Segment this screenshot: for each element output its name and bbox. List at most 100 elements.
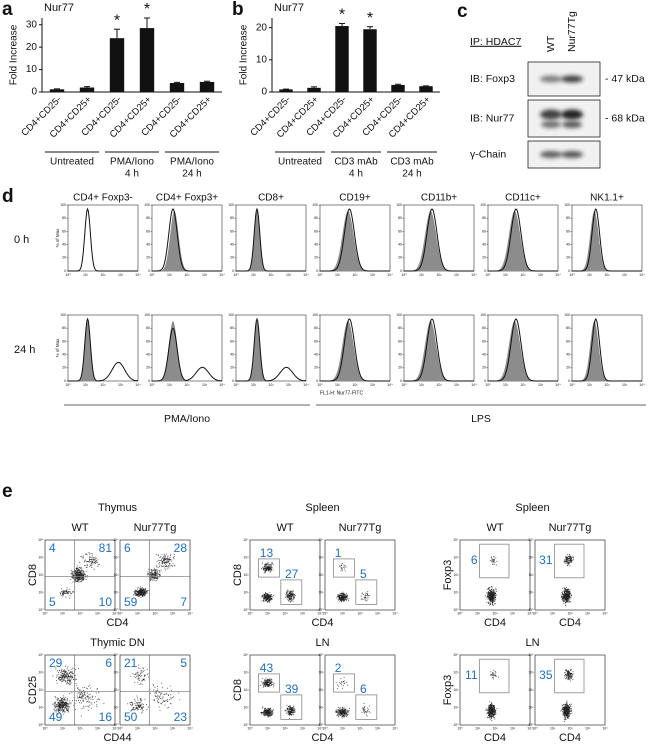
event-dot <box>563 602 565 604</box>
event-dot <box>347 684 349 686</box>
event-dot <box>80 576 83 578</box>
event-dot <box>492 604 494 607</box>
event-dot <box>264 592 266 594</box>
y-tick-label: 10² <box>113 573 119 577</box>
event-dot <box>79 567 81 569</box>
event-dot <box>496 560 498 562</box>
hist-x-tick-label: 10² <box>520 383 526 387</box>
event-dot <box>88 561 90 563</box>
hist-x-tick-label: 10³ <box>286 273 292 277</box>
hist-y-tick-label: 80 <box>566 326 570 330</box>
hist-x-tick-label: 10¹ <box>167 383 173 387</box>
event-dot <box>270 599 272 602</box>
event-dot <box>164 558 166 560</box>
event-dot <box>66 672 68 674</box>
event-dot <box>338 682 341 684</box>
event-dot <box>365 714 367 716</box>
event-dot <box>364 594 366 596</box>
event-dot <box>343 564 345 566</box>
event-dot <box>69 681 71 683</box>
event-dot <box>58 678 60 680</box>
event-dot <box>490 602 492 604</box>
event-dot <box>346 681 348 683</box>
event-dot <box>62 671 64 673</box>
event-dot <box>61 671 63 673</box>
event-dot <box>92 553 94 555</box>
event-dot <box>63 709 65 711</box>
event-dot <box>344 714 346 716</box>
x-tick-label: 10³ <box>170 726 176 730</box>
event-dot <box>157 554 160 556</box>
event-dot <box>133 676 135 678</box>
event-dot <box>493 595 495 597</box>
event-dot <box>159 557 161 559</box>
event-dot <box>367 591 369 593</box>
event-dot <box>495 671 497 673</box>
event-dot <box>263 569 265 571</box>
event-dot <box>343 715 345 717</box>
x-tick-label: 10⁴ <box>112 611 118 615</box>
row-label: IB: Nur77 <box>470 112 515 124</box>
sample-label: WT <box>71 522 88 534</box>
event-dot <box>62 679 64 681</box>
event-dot <box>164 693 166 695</box>
event-dot <box>266 683 268 686</box>
event-dot <box>343 596 345 598</box>
sample-label: Nur77Tg <box>134 522 177 534</box>
hist-filled <box>488 321 558 381</box>
event-dot <box>569 553 571 556</box>
x-axis-label: CD44 <box>103 732 131 744</box>
hist-y-tick-label: 60 <box>146 229 150 233</box>
hist-line <box>152 327 223 382</box>
event-dot <box>156 566 158 568</box>
event-dot <box>269 709 271 712</box>
event-dot <box>341 563 343 565</box>
gate <box>280 579 303 605</box>
event-dot <box>65 681 67 683</box>
event-dot <box>150 578 152 580</box>
event-dot <box>162 565 164 567</box>
event-dot <box>489 707 491 710</box>
event-dot <box>69 703 71 705</box>
x-axis-label: CD4 <box>106 617 128 629</box>
y-tick-label: 10¹ <box>113 590 119 594</box>
event-dot <box>150 569 152 571</box>
event-dot <box>489 591 491 594</box>
event-dot <box>567 564 569 567</box>
event-dot <box>271 711 273 713</box>
event-dot <box>562 590 564 592</box>
event-dot <box>65 676 67 678</box>
event-dot <box>564 599 566 601</box>
event-dot <box>135 673 137 675</box>
event-dot <box>79 578 82 580</box>
event-dot <box>290 713 292 715</box>
x-tick-label: 10² <box>152 726 158 730</box>
event-dot <box>346 712 348 714</box>
event-dot <box>288 598 291 601</box>
event-dot <box>565 604 567 606</box>
event-dot <box>61 590 63 593</box>
event-dot <box>261 567 263 569</box>
y-tick-label: 10⁴ <box>38 538 44 542</box>
hist-x-tick-label: 10⁰ <box>65 273 71 277</box>
hist-line <box>572 318 642 382</box>
event-dot <box>338 709 340 711</box>
hist-filled <box>152 321 222 381</box>
event-dot <box>62 702 64 704</box>
event-dot <box>363 707 365 709</box>
event-dot <box>171 560 173 562</box>
event-dot <box>154 695 156 697</box>
event-dot <box>161 698 163 700</box>
event-dot <box>78 578 80 580</box>
event-dot <box>495 592 497 594</box>
event-dot <box>86 570 88 572</box>
event-dot <box>63 708 65 710</box>
event-dot <box>289 600 291 602</box>
event-dot <box>490 560 492 562</box>
event-dot <box>74 703 76 705</box>
event-dot <box>487 595 489 597</box>
event-dot <box>287 595 289 597</box>
event-dot <box>158 706 160 708</box>
event-dot <box>562 595 564 597</box>
